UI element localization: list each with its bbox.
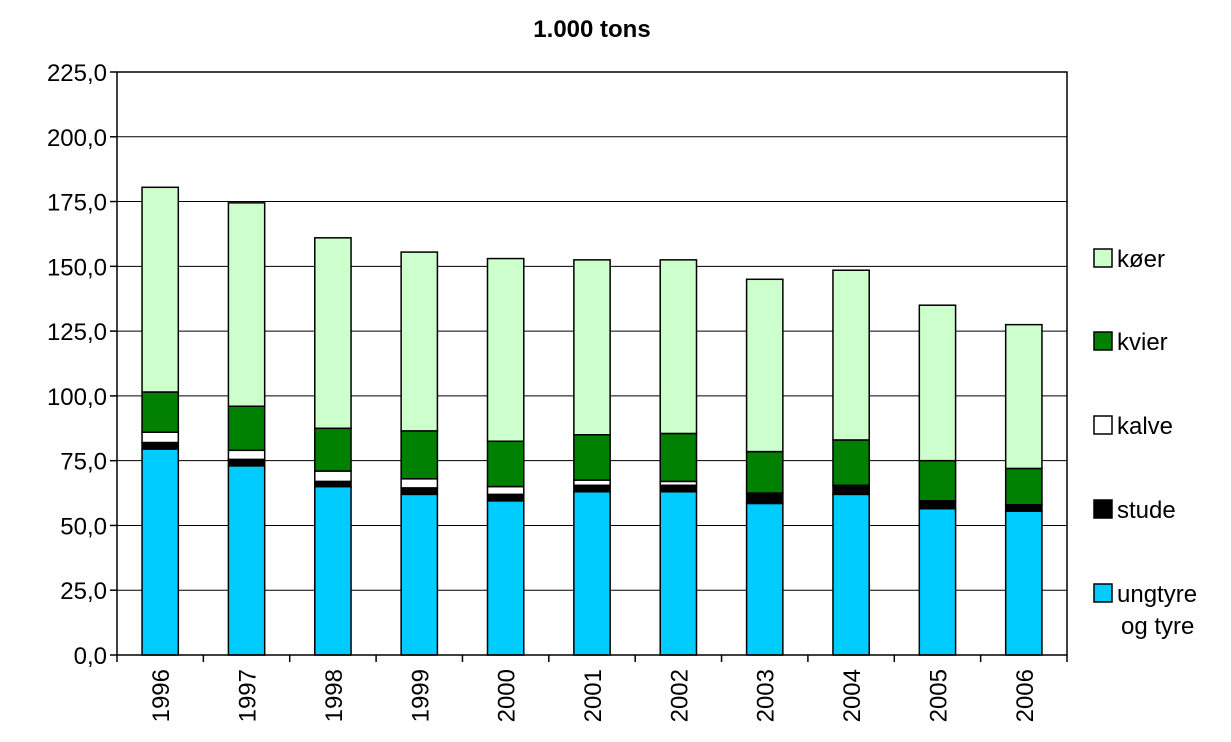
legend-label: ungtyre og tyre xyxy=(1117,581,1197,640)
bar-segment-1 xyxy=(486,500,525,656)
legend-swatch xyxy=(1093,331,1113,351)
bar-segment-4 xyxy=(227,405,266,452)
bar-segment-4 xyxy=(745,450,784,494)
y-axis: 0,0 25,0 50,0 75,0 100,0 125,0 150,0 175,0 200,0… xyxy=(47,60,117,670)
x-tick-label: 2001 xyxy=(580,669,607,722)
bar-segment-3 xyxy=(141,431,180,444)
bar-segment-1 xyxy=(573,491,611,656)
x-tick-label: 1996 xyxy=(148,669,175,722)
bar-segment-1 xyxy=(400,493,439,656)
bar-segment-1 xyxy=(659,491,698,656)
bar-segment-4 xyxy=(1004,467,1043,506)
bar-segment-4 xyxy=(141,391,180,433)
bar-segment-4 xyxy=(486,440,525,488)
bar-segment-2 xyxy=(227,458,266,467)
x-tick-label: 2005 xyxy=(925,669,952,722)
bar-segment-3 xyxy=(400,478,439,489)
y-tick-label: 150,0 xyxy=(47,254,107,281)
x-tick-label: 2000 xyxy=(494,669,521,722)
y-tick-label: 200,0 xyxy=(47,125,107,152)
legend-label: kalve xyxy=(1117,413,1173,440)
legend: køer kvier kalve stude ungtyre og tyre xyxy=(1093,246,1197,640)
bar-segment-5 xyxy=(745,278,784,453)
bar-segment-3 xyxy=(486,485,525,496)
bar-segment-3 xyxy=(227,449,266,461)
bar-segment-1 xyxy=(832,493,870,656)
y-tick-label: 0,0 xyxy=(74,643,107,670)
bar-segment-4 xyxy=(832,439,870,487)
y-tick-label: 75,0 xyxy=(60,449,107,476)
legend-label: køer xyxy=(1117,246,1165,273)
bar-segment-1 xyxy=(1004,510,1043,656)
bar-segment-5 xyxy=(918,304,957,462)
legend-swatch xyxy=(1093,583,1113,603)
x-tick-label: 2003 xyxy=(753,669,780,722)
y-tick-label: 50,0 xyxy=(60,513,107,540)
bar-segment-5 xyxy=(486,257,525,442)
x-axis: 1996 1997 1998 1999 2000 2001 2002 2003 2004 2005… xyxy=(116,655,1068,722)
bar-segment-2 xyxy=(745,492,784,505)
bar-segment-2 xyxy=(659,484,698,493)
bar-segment-1 xyxy=(918,507,957,656)
y-tick-label: 25,0 xyxy=(60,578,107,605)
legend-label: stude xyxy=(1117,497,1176,524)
x-tick-label: 2006 xyxy=(1012,669,1039,722)
x-tick-label: 2002 xyxy=(666,669,693,722)
bar-segment-4 xyxy=(400,430,439,480)
bar-segment-5 xyxy=(573,259,611,436)
y-tick-label: 100,0 xyxy=(47,384,107,411)
y-tick-label: 175,0 xyxy=(47,190,107,217)
chart-title: 1.000 tons xyxy=(533,16,650,43)
bar-segment-2 xyxy=(573,484,611,493)
bar-segment-1 xyxy=(227,465,266,656)
bar-segment-4 xyxy=(573,434,611,481)
x-tick-label: 1999 xyxy=(407,669,434,722)
x-tick-label: 2004 xyxy=(839,669,866,722)
bar-segment-5 xyxy=(400,251,439,432)
bar-segment-2 xyxy=(141,441,180,450)
y-tick-label: 125,0 xyxy=(47,319,107,346)
bar-segment-4 xyxy=(314,427,352,472)
x-tick-label: 1998 xyxy=(321,669,348,722)
bar-segment-5 xyxy=(1004,323,1043,470)
bar-segment-2 xyxy=(486,493,525,502)
bar-segment-1 xyxy=(141,448,180,656)
bar-segment-2 xyxy=(918,500,957,510)
bar-segment-5 xyxy=(314,237,352,430)
plot-border xyxy=(116,71,1068,656)
y-tick-label: 225,0 xyxy=(47,60,107,87)
bar-segment-4 xyxy=(918,459,957,502)
legend-swatch xyxy=(1093,499,1113,519)
bar-segment-2 xyxy=(832,484,870,496)
bar-segment-4 xyxy=(659,432,698,483)
bar-segment-5 xyxy=(141,186,180,393)
bar-segment-1 xyxy=(314,485,352,656)
bar-segment-3 xyxy=(314,470,352,483)
bars xyxy=(141,186,1043,656)
bar-segment-2 xyxy=(1004,503,1043,512)
bar-segment-3 xyxy=(573,479,611,487)
legend-swatch xyxy=(1093,248,1113,268)
legend-label: kvier xyxy=(1117,329,1168,356)
bar-segment-5 xyxy=(227,202,266,408)
bar-segment-2 xyxy=(314,480,352,488)
legend-swatch xyxy=(1093,415,1113,435)
bar-segment-5 xyxy=(659,259,698,435)
bar-segment-1 xyxy=(745,502,784,656)
bar-segment-2 xyxy=(400,487,439,496)
x-tick-label: 1997 xyxy=(235,669,262,722)
bar-segment-5 xyxy=(832,269,870,441)
